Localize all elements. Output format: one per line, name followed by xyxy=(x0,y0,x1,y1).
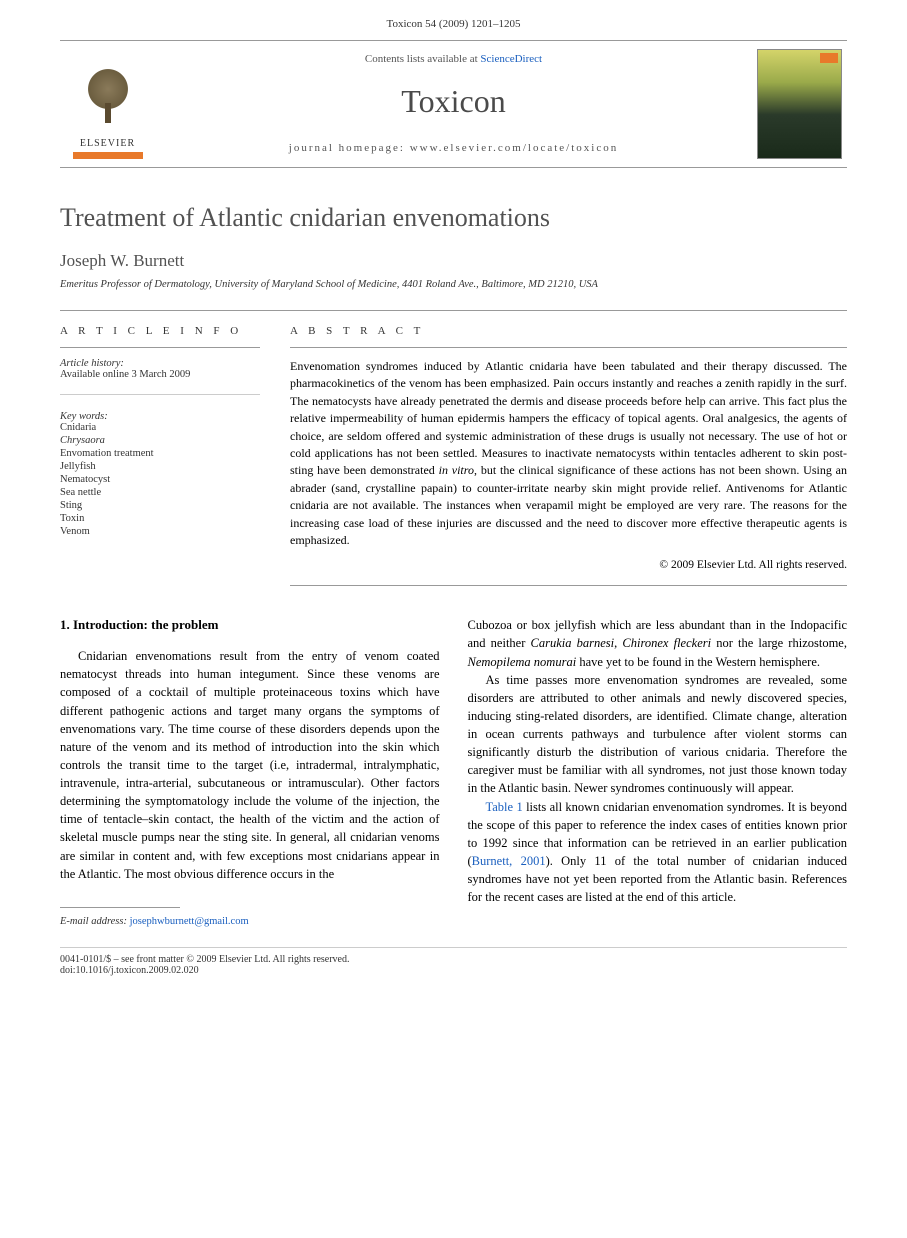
page-footer: 0041-0101/$ – see front matter © 2009 El… xyxy=(60,947,847,976)
cover-image-icon xyxy=(757,49,842,159)
author-name: Joseph W. Burnett xyxy=(60,251,847,271)
abstract-text: Envenomation syndromes induced by Atlant… xyxy=(290,358,847,549)
keyword-item: Cnidaria xyxy=(60,422,260,433)
right-column: Cubozoa or box jellyfish which are less … xyxy=(468,616,848,929)
abstract-copyright: © 2009 Elsevier Ltd. All rights reserved… xyxy=(290,559,847,571)
paragraph: Table 1 lists all known cnidarian enveno… xyxy=(468,798,848,907)
keyword-item: Jellyfish xyxy=(60,461,260,472)
info-abstract-row: A R T I C L E I N F O Article history: A… xyxy=(60,310,847,586)
keyword-item: Sea nettle xyxy=(60,487,260,498)
banner-center: Contents lists available at ScienceDirec… xyxy=(155,41,752,167)
section-heading-1: 1. Introduction: the problem xyxy=(60,616,440,635)
homepage-label: journal homepage: xyxy=(289,142,410,154)
table-reference-link[interactable]: Table 1 xyxy=(486,800,523,814)
article-info-column: A R T I C L E I N F O Article history: A… xyxy=(60,311,260,586)
elsevier-tree-icon xyxy=(73,60,143,135)
journal-name: Toxicon xyxy=(155,83,752,120)
article-history-label: Article history: xyxy=(60,358,260,369)
keywords-block: Key words: Cnidaria Chrysaora Envomation… xyxy=(60,394,260,537)
footer-doi: doi:10.1016/j.toxicon.2009.02.020 xyxy=(60,965,847,976)
footer-line-1: 0041-0101/$ – see front matter © 2009 El… xyxy=(60,954,847,965)
citation-link[interactable]: Burnett, 2001 xyxy=(472,854,546,868)
left-column: 1. Introduction: the problem Cnidarian e… xyxy=(60,616,440,929)
email-link[interactable]: josephwburnett@gmail.com xyxy=(130,916,249,927)
journal-banner: ELSEVIER Contents lists available at Sci… xyxy=(60,40,847,168)
article-info-heading: A R T I C L E I N F O xyxy=(60,325,260,348)
article-history-text: Available online 3 March 2009 xyxy=(60,369,260,380)
keyword-item: Nematocyst xyxy=(60,474,260,485)
keyword-item: Chrysaora xyxy=(60,435,260,446)
keyword-item: Toxin xyxy=(60,513,260,524)
journal-cover-thumbnail xyxy=(752,41,847,167)
contents-prefix: Contents lists available at xyxy=(365,53,480,65)
keyword-item: Envomation treatment xyxy=(60,448,260,459)
paragraph: As time passes more envenomation syndrom… xyxy=(468,671,848,798)
publisher-logo-block: ELSEVIER xyxy=(60,41,155,167)
author-affiliation: Emeritus Professor of Dermatology, Unive… xyxy=(60,279,847,290)
abstract-column: A B S T R A C T Envenomation syndromes i… xyxy=(290,311,847,586)
keyword-item: Sting xyxy=(60,500,260,511)
orange-accent-bar xyxy=(73,152,143,159)
sciencedirect-link[interactable]: ScienceDirect xyxy=(480,53,542,65)
publisher-name: ELSEVIER xyxy=(80,138,135,149)
keyword-item: Venom xyxy=(60,526,260,537)
running-citation: Toxicon 54 (2009) 1201–1205 xyxy=(0,0,907,40)
contents-available-line: Contents lists available at ScienceDirec… xyxy=(155,53,752,65)
paragraph: Cnidarian envenomations result from the … xyxy=(60,647,440,883)
footnote-separator xyxy=(60,907,180,908)
body-two-column: 1. Introduction: the problem Cnidarian e… xyxy=(60,616,847,929)
article-title: Treatment of Atlantic cnidarian envenoma… xyxy=(60,203,847,233)
paragraph: Cubozoa or box jellyfish which are less … xyxy=(468,616,848,670)
abstract-heading: A B S T R A C T xyxy=(290,325,847,348)
homepage-url: www.elsevier.com/locate/toxicon xyxy=(410,142,619,154)
corresponding-email-footnote: E-mail address: josephwburnett@gmail.com xyxy=(60,914,440,929)
email-label: E-mail address: xyxy=(60,916,130,927)
keywords-label: Key words: xyxy=(60,411,260,422)
journal-homepage-line: journal homepage: www.elsevier.com/locat… xyxy=(155,142,752,154)
